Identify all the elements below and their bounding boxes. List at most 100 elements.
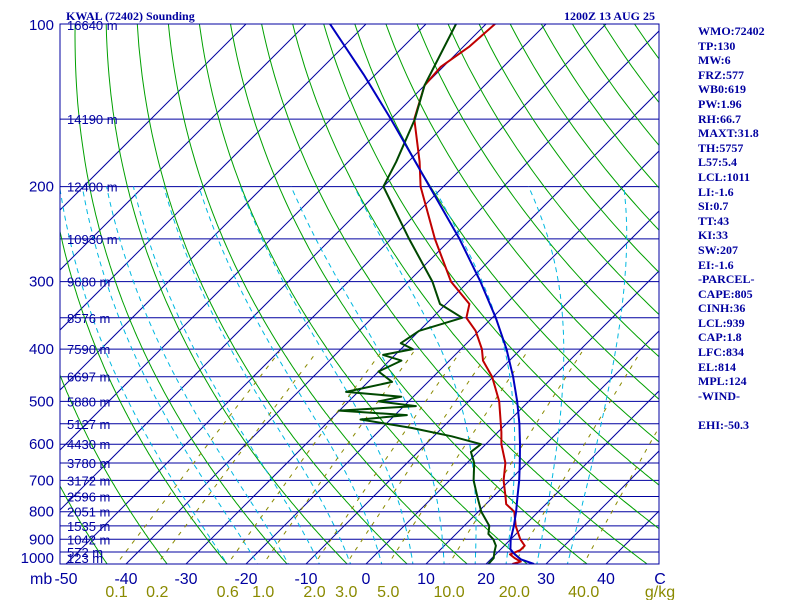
sounding-traces <box>329 24 535 564</box>
temperature-tick-label: 10 <box>417 571 435 588</box>
height-label: 6697 m <box>67 370 110 385</box>
moist-adiabat-line <box>240 186 414 564</box>
mixing-ratio-tick-label: 1.0 <box>252 584 274 600</box>
mixing-ratio-line <box>156 351 318 564</box>
temperature-tick-label: 30 <box>537 571 555 588</box>
isotherm-line <box>425 330 659 564</box>
dry-adiabat-line <box>447 24 659 316</box>
plot-frame <box>59 23 660 565</box>
pressure-unit-label: mb <box>30 571 52 588</box>
height-label: 8576 m <box>67 311 110 326</box>
mixing-ratio-line <box>115 351 280 564</box>
sounding-index: LCL:1011 <box>698 169 751 184</box>
height-label: 3780 m <box>67 456 110 471</box>
pressure-tick-label: 100 <box>29 17 54 34</box>
moist-adiabat-line <box>566 186 628 564</box>
chart-title-left: KWAL (72402) Sounding <box>66 9 195 23</box>
mixing-ratio-line <box>345 351 490 564</box>
isotherm-line <box>60 24 307 271</box>
height-label: 2596 m <box>67 490 110 505</box>
mixing-ratio-line <box>227 351 382 564</box>
sounding-index: CAP:1.8 <box>698 330 742 345</box>
mixing-ratio-line <box>448 351 583 564</box>
mixing-ratio-line <box>513 351 641 564</box>
pressure-tick-label: 300 <box>29 274 54 291</box>
mixing-ratio-tick-label: 0.1 <box>105 584 127 600</box>
temperature-tick-label: 20 <box>477 571 495 588</box>
mixing-ratio-tick-label: 40.0 <box>568 584 599 600</box>
temperature-tick-label: 40 <box>597 571 615 588</box>
pressure-tick-label: 600 <box>29 436 54 453</box>
mixing-ratio-tick-label: 20.0 <box>499 584 530 600</box>
pressure-tick-label: 1000 <box>21 550 54 567</box>
mixing-ratio-tick-label: 3.0 <box>335 584 357 600</box>
isotherm-line <box>245 150 659 564</box>
height-label: 572 m <box>67 545 103 560</box>
sounding-index: SI:0.7 <box>698 199 729 214</box>
sounding-index: -PARCEL- <box>698 272 755 287</box>
pressure-tick-label: 700 <box>29 472 54 489</box>
temperature-tick-label: -40 <box>114 571 137 588</box>
dry-adiabat-line <box>354 24 659 443</box>
moist-adiabat-line <box>163 186 352 564</box>
parcel-profile <box>329 24 535 564</box>
sounding-index: -WIND- <box>698 388 740 403</box>
isotherm-line <box>125 30 659 564</box>
isotherm-line <box>485 390 659 564</box>
sounding-index: EHI:-50.3 <box>698 418 749 433</box>
sounding-index: RH:66.7 <box>698 111 741 126</box>
sounding-index: TH:5757 <box>698 140 744 155</box>
pressure-tick-label: 400 <box>29 341 54 358</box>
pressure-tick-label: 900 <box>29 531 54 548</box>
height-label: 9680 m <box>67 275 110 290</box>
sounding-index: MPL:124 <box>698 374 747 389</box>
temperature-tick-label: 0 <box>362 571 371 588</box>
dry-adiabat-line <box>323 24 659 486</box>
dry-adiabat-line <box>105 24 348 564</box>
sounding-index: PW:1.96 <box>698 96 742 111</box>
sounding-index: FRZ:577 <box>698 67 744 82</box>
mixing-ratio-tick-label: 5.0 <box>377 584 399 600</box>
sounding-index: WMO:72402 <box>698 24 765 38</box>
dry-adiabat-line <box>167 24 468 564</box>
height-label: 16640 m <box>67 18 118 33</box>
isotherm-line <box>60 24 247 211</box>
dry-adiabat-line <box>292 24 659 530</box>
dry-adiabat-line <box>229 24 588 564</box>
sounding-index: CAPE:805 <box>698 286 753 301</box>
temperature-tick-label: -20 <box>234 571 257 588</box>
mixing-ratio-line <box>262 351 414 564</box>
dry-adiabat-line <box>385 24 659 400</box>
sounding-index: LFC:834 <box>698 345 744 360</box>
moist-adiabat-line <box>132 186 320 564</box>
dewpoint-profile <box>338 24 497 564</box>
isotherm-line <box>60 24 367 331</box>
dry-adiabat-line <box>478 24 659 274</box>
height-label: 5127 m <box>67 417 110 432</box>
dry-adiabat-line <box>74 24 288 564</box>
sounding-index: CINH:36 <box>698 301 746 316</box>
temperature-tick-label: -50 <box>54 571 77 588</box>
moist-adiabat-line <box>198 186 383 564</box>
mixing-ratio-tick-label: 2.0 <box>303 584 325 600</box>
height-label: 1535 m <box>67 519 110 534</box>
pressure-tick-label: 500 <box>29 393 54 410</box>
dry-adiabat-line <box>136 24 408 564</box>
height-label: 14190 m <box>67 112 118 127</box>
sounding-index: L57:5.4 <box>698 155 737 170</box>
dry-adiabat-line <box>60 373 168 564</box>
height-label: 5880 m <box>67 394 110 409</box>
moist-adiabat-line <box>60 186 228 564</box>
height-label: 7590 m <box>67 342 110 357</box>
dry-adiabat-line <box>60 484 108 564</box>
height-label: 4430 m <box>67 437 110 452</box>
temperature-tick-label: -30 <box>174 571 197 588</box>
mixing-ratio-line <box>313 351 461 564</box>
isotherm-line <box>185 90 659 564</box>
isotherm-line <box>545 450 659 564</box>
moist-adiabat-line <box>528 186 565 564</box>
height-label: 123 m <box>67 551 103 566</box>
isotherm-line <box>60 24 547 511</box>
dry-adiabat-line <box>261 24 648 564</box>
